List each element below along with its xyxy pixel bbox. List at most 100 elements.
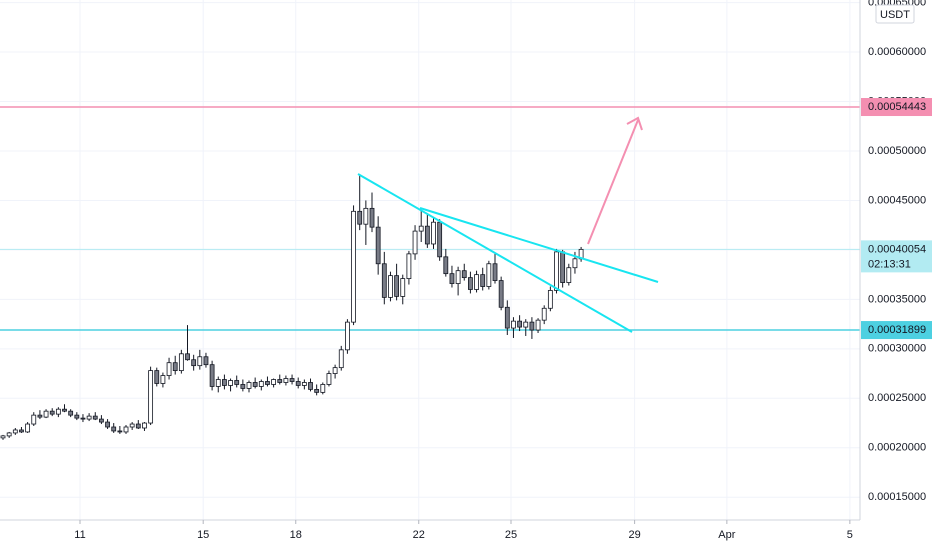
levels	[0, 106, 860, 331]
y-tick-label: 0.00045000	[868, 194, 926, 206]
candle-body	[185, 353, 190, 361]
x-tick-label: 18	[290, 529, 302, 541]
candle-body	[142, 422, 147, 429]
drawings	[357, 116, 659, 333]
candle-body	[560, 251, 566, 283]
candle-body	[449, 273, 455, 284]
candle-body	[277, 379, 283, 383]
candle-body	[388, 275, 393, 298]
x-tick-label: 11	[74, 529, 85, 541]
candle-body	[240, 384, 246, 389]
candles	[0, 175, 584, 440]
candle-body	[49, 410, 55, 415]
candle-body	[154, 370, 160, 384]
candle-body	[400, 278, 406, 297]
price-label-box	[861, 98, 932, 117]
candle-body	[394, 275, 400, 297]
axes: 0.00015000 0.00020000 0.00025000 0.00030000…	[74, 0, 926, 541]
candle-body	[178, 353, 184, 372]
price-label: 0.00031899	[868, 324, 926, 336]
candle-body	[554, 251, 559, 291]
candle-body	[517, 320, 523, 328]
candle-body	[203, 356, 209, 366]
candle-body	[234, 380, 240, 385]
candle-body	[566, 267, 572, 283]
currency: USDT	[880, 9, 910, 21]
arrow	[587, 119, 639, 245]
candle-body	[55, 408, 61, 415]
candle-body	[86, 415, 92, 420]
arrow-head	[626, 116, 643, 131]
candle-body	[12, 429, 18, 434]
candle-body	[468, 277, 473, 290]
candle-body	[572, 258, 578, 269]
last-price-box	[861, 240, 932, 273]
candle-body	[381, 263, 387, 298]
candle-body	[215, 379, 221, 387]
candle-body	[369, 207, 375, 228]
candle-body	[289, 378, 295, 382]
candle-body	[504, 306, 510, 329]
candle-body	[375, 226, 381, 265]
candle-body	[541, 307, 547, 321]
candle-body	[523, 321, 529, 328]
x-tick-label: Apr	[718, 529, 735, 541]
candle-body	[80, 417, 86, 420]
price-labels: 0.00054443 0.00031899 0.00040054 02:13:31	[861, 98, 932, 340]
candle-body	[412, 230, 418, 255]
y-tick-label: 0.00050000	[868, 145, 926, 157]
candle-body	[498, 280, 504, 308]
y-tick-label: 0.00035000	[868, 293, 926, 305]
candle-body	[363, 207, 369, 225]
candle-body	[258, 381, 264, 387]
candle-body	[431, 221, 436, 245]
candle-body	[332, 367, 338, 374]
last-price: 0.00040054	[868, 243, 926, 255]
candle-body	[320, 384, 326, 393]
candle-body	[265, 381, 270, 385]
candle-body	[492, 263, 498, 281]
price-label: 0.00054443	[868, 101, 926, 113]
candle-body	[283, 378, 289, 383]
candle-body	[406, 253, 412, 279]
candle-body	[455, 270, 461, 284]
candle-body	[197, 356, 203, 367]
trend-line	[357, 173, 633, 333]
candle-body	[301, 382, 307, 386]
candle-body	[74, 414, 80, 419]
candle-body	[222, 379, 227, 386]
candle-body	[486, 263, 492, 287]
candle-body	[43, 410, 49, 418]
candle-body	[123, 426, 129, 433]
candle-body	[246, 382, 252, 389]
candle-body	[338, 349, 344, 369]
candle-body	[326, 373, 332, 385]
candle-body	[111, 426, 117, 432]
trend-line	[419, 207, 659, 283]
candle-body	[117, 430, 123, 433]
candle-body	[172, 362, 178, 372]
candle-body	[37, 414, 43, 418]
candle-body	[461, 270, 467, 279]
candle-body	[19, 429, 24, 433]
candle-body	[99, 418, 104, 423]
candle-body	[0, 435, 6, 439]
x-tick-label: 15	[197, 529, 209, 541]
candle-body	[271, 379, 277, 385]
price-label-box	[861, 321, 932, 340]
candle-body	[357, 210, 363, 225]
candle-body	[129, 423, 135, 428]
x-tick-label: 22	[413, 529, 425, 541]
y-tick-label: 0.00030000	[868, 343, 926, 355]
candle-body	[480, 274, 486, 287]
candle-body	[160, 375, 166, 384]
candle-body	[68, 410, 74, 416]
y-tick-label: 0.00065000	[868, 0, 926, 8]
candle-body	[511, 320, 516, 329]
candle-body	[105, 421, 110, 428]
y-tick-label: 0.00020000	[868, 442, 926, 454]
candle-body	[424, 225, 430, 245]
candle-body	[529, 321, 535, 331]
candle-body	[295, 381, 301, 386]
